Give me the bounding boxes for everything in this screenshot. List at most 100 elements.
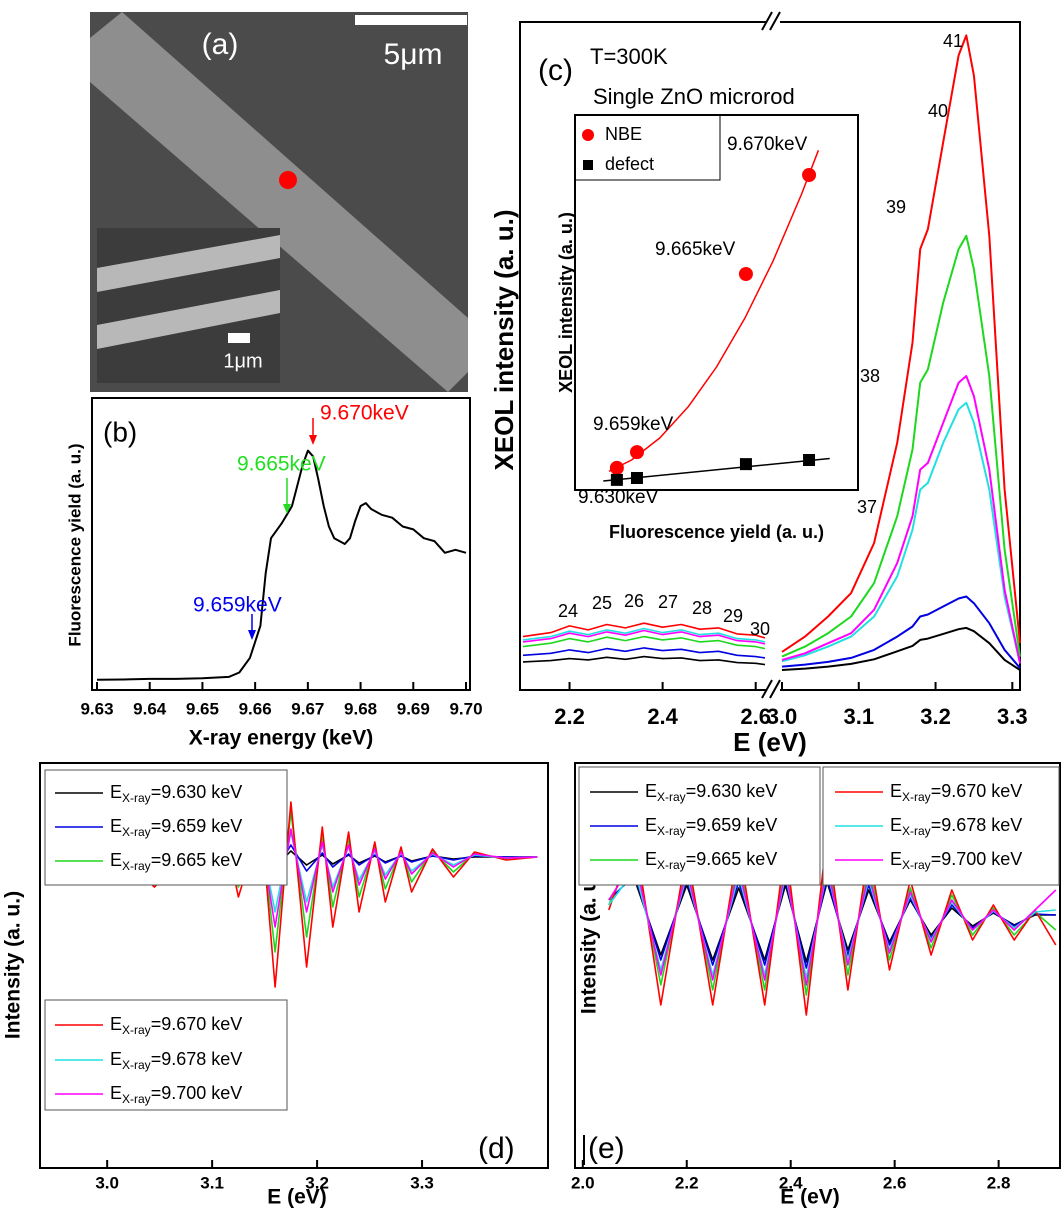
legend-subscript: X-ray	[122, 859, 151, 873]
legend-entry: EX-ray=9.700 keV	[890, 849, 1022, 872]
x-axis-label: E (eV)	[267, 1186, 327, 1209]
point-label: 9.665keV	[655, 239, 736, 260]
legend-subscript: X-ray	[902, 790, 931, 804]
data-point	[610, 473, 623, 486]
y-axis-label: XEOL intensity (a. u.)	[489, 209, 519, 470]
legend-subscript: X-ray	[657, 790, 686, 804]
x-tick-label: 9.68	[344, 699, 377, 718]
panel-label: (a)	[202, 28, 239, 61]
x-axis-label: Fluorescence yield (a. u.)	[609, 522, 824, 542]
peak-label: 41	[943, 31, 963, 51]
legend-entry: EX-ray=9.665 keV	[645, 849, 777, 872]
peak-label: 28	[692, 598, 712, 618]
data-line	[781, 234, 1021, 658]
x-tick-label: 3.3	[410, 1173, 434, 1192]
legend-symbol: E	[645, 849, 657, 869]
x-tick-label: 2.2	[675, 1173, 699, 1192]
legend-frame	[44, 999, 288, 1111]
legend-label: =9.670 keV	[151, 1014, 243, 1034]
legend-symbol: E	[645, 815, 657, 835]
x-tick-label: 2.4	[779, 1173, 803, 1192]
data-line	[781, 375, 1021, 664]
data-point	[738, 267, 753, 281]
scale-bar	[355, 15, 467, 25]
x-tick-label: 2.2	[554, 704, 585, 729]
legend-subscript: X-ray	[122, 1092, 151, 1106]
legend-entry: EX-ray=9.678 keV	[890, 815, 1022, 838]
legend-label: =9.630 keV	[686, 781, 778, 801]
axis-break-gap	[766, 686, 780, 694]
legend-symbol: E	[890, 849, 902, 869]
y-axis-label: Intensity (a. u.)	[578, 866, 601, 1014]
legend-symbol: E	[110, 816, 122, 836]
panel-label: (c)	[538, 54, 573, 87]
x-tick-label: 9.70	[449, 699, 482, 718]
data-line	[522, 627, 766, 643]
peak-label: 26	[624, 591, 644, 611]
peak-label: 39	[886, 197, 906, 217]
y-axis-label: XEOL intensity (a. u.)	[556, 212, 576, 393]
plot-frame	[39, 762, 549, 1169]
x-tick-label: 2.4	[647, 704, 678, 729]
x-axis-label: E (eV)	[780, 1186, 840, 1209]
data-line	[522, 622, 766, 639]
peak-label: 27	[658, 592, 678, 612]
point-label: 9.670keV	[727, 134, 808, 155]
data-point	[609, 460, 624, 475]
peak-label: 24	[558, 601, 578, 621]
annotation: 9.665keV	[237, 453, 326, 476]
data-line	[781, 34, 1021, 653]
legend-entry: EX-ray=9.700 keV	[110, 1083, 242, 1106]
legend-label: =9.700 keV	[931, 849, 1023, 869]
data-point	[802, 168, 817, 182]
annotation: 9.659keV	[193, 594, 282, 617]
peak-label: 37	[857, 497, 877, 517]
scale-bar	[228, 333, 250, 343]
data-line	[522, 647, 766, 659]
legend-entry: EX-ray=9.670 keV	[110, 1014, 242, 1037]
x-tick-label: 9.63	[80, 699, 113, 718]
panel-label: (d)	[478, 1132, 515, 1165]
x-tick-label: 3.3	[997, 704, 1028, 729]
legend-entry: EX-ray=9.670 keV	[890, 781, 1022, 804]
x-tick-label: 3.0	[95, 1173, 119, 1192]
data-line	[781, 595, 1021, 669]
x-axis-label: E (eV)	[733, 727, 807, 757]
legend-subscript: X-ray	[657, 858, 686, 872]
data-line	[608, 859, 1057, 986]
data-line	[96, 449, 467, 681]
point-label: 9.630keV	[578, 487, 659, 508]
x-axis-label: X-ray energy (keV)	[189, 727, 373, 750]
legend-label: =9.630 keV	[151, 782, 243, 802]
legend-subscript: X-ray	[122, 1023, 151, 1037]
x-tick-label: 9.69	[397, 699, 430, 718]
annotation: Single ZnO microrod	[593, 84, 795, 109]
legend-symbol: E	[110, 782, 122, 802]
data-point	[739, 458, 752, 471]
panel-label: (b)	[103, 416, 137, 447]
arrow-head	[248, 630, 256, 640]
annotation: T=300K	[590, 44, 668, 69]
inset-rod	[97, 290, 280, 349]
legend-symbol: E	[110, 850, 122, 870]
legend-label: =9.659 keV	[686, 815, 778, 835]
arrow-head	[309, 435, 317, 445]
legend-entry: NBE	[605, 124, 642, 144]
x-tick-label: 2.6	[740, 704, 771, 729]
inset-rod	[97, 235, 280, 292]
x-tick-label: 3.2	[920, 704, 951, 729]
data-line	[522, 655, 766, 666]
sem-image: (a) 5μm 1μm	[90, 12, 468, 392]
legend-label: =9.700 keV	[151, 1083, 243, 1103]
legend-symbol: E	[110, 1014, 122, 1034]
legend-marker	[583, 160, 593, 170]
peak-label: 40	[928, 101, 948, 121]
data-line	[781, 401, 1021, 664]
x-tick-label: 2.8	[987, 1173, 1011, 1192]
peak-label: 29	[723, 606, 743, 626]
legend-subscript: X-ray	[122, 825, 151, 839]
legend-label: =9.665 keV	[686, 849, 778, 869]
data-line	[522, 629, 766, 645]
microrod	[90, 12, 468, 392]
